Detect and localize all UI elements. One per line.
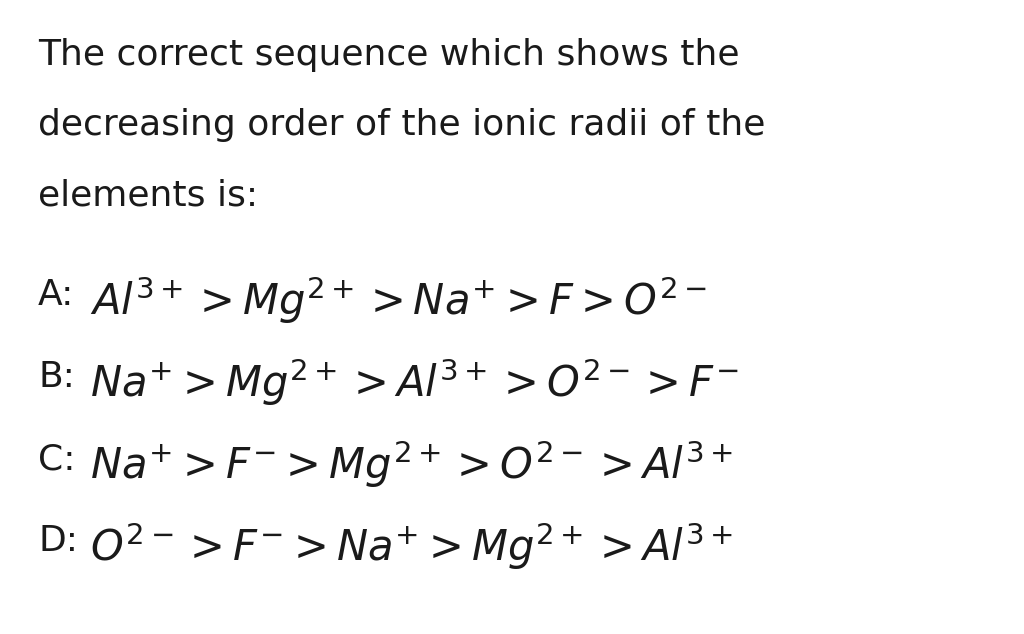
Text: A:: A: [38,278,75,312]
Text: The correct sequence which shows the: The correct sequence which shows the [38,38,739,72]
Text: D:: D: [38,524,78,558]
Text: $O^{2-} > F^{-} > Na^{+} > Mg^{2+} > Al^{3+}$: $O^{2-} > F^{-} > Na^{+} > Mg^{2+} > Al^… [90,520,733,571]
Text: $Al^{3+} > Mg^{2+} > Na^{+} > F > O^{2-}$: $Al^{3+} > Mg^{2+} > Na^{+} > F > O^{2-}… [90,274,707,325]
Text: C:: C: [38,442,76,476]
Text: decreasing order of the ionic radii of the: decreasing order of the ionic radii of t… [38,108,765,142]
Text: B:: B: [38,360,75,394]
Text: $Na^{+} > F^{-} > Mg^{2+} > O^{2-} > Al^{3+}$: $Na^{+} > F^{-} > Mg^{2+} > O^{2-} > Al^… [90,438,733,489]
Text: $Na^{+} > Mg^{2+} > Al^{3+} > O^{2-} > F^{-}$: $Na^{+} > Mg^{2+} > Al^{3+} > O^{2-} > F… [90,356,739,408]
Text: elements is:: elements is: [38,178,258,212]
